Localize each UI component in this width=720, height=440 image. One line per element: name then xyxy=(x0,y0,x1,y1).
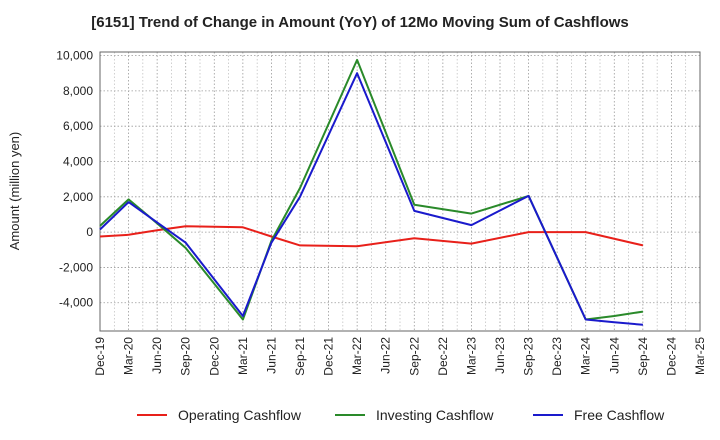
series-line-free-cashflow xyxy=(99,72,643,326)
x-tick-label: Sep-23 xyxy=(522,337,536,376)
chart-title: [6151] Trend of Change in Amount (YoY) o… xyxy=(91,14,629,31)
x-tick-label: Mar-22 xyxy=(350,337,364,375)
x-tick-label: Dec-20 xyxy=(207,337,221,376)
x-tick-label: Jun-22 xyxy=(379,337,393,374)
y-tick-label: 6,000 xyxy=(63,119,93,133)
x-tick-label: Jun-24 xyxy=(607,337,621,374)
y-tick-label: 0 xyxy=(86,225,93,239)
x-tick-label: Dec-22 xyxy=(436,337,450,376)
x-tick-label: Dec-24 xyxy=(664,337,678,376)
y-axis-label: Amount (million yen) xyxy=(7,132,22,251)
x-tick-label: Sep-24 xyxy=(636,337,650,376)
series-lines xyxy=(99,58,644,326)
grid-lines xyxy=(99,52,701,331)
x-tick-label: Dec-23 xyxy=(550,337,564,376)
y-tick-label: 2,000 xyxy=(63,190,93,204)
y-tick-label: 4,000 xyxy=(63,154,93,168)
x-tick-label: Jun-21 xyxy=(264,337,278,374)
x-tick-label: Mar-25 xyxy=(693,337,707,375)
x-tick-label: Mar-24 xyxy=(579,337,593,375)
y-tick-label: 8,000 xyxy=(63,84,93,98)
y-tick-label: -2,000 xyxy=(59,260,93,274)
x-tick-label: Mar-20 xyxy=(122,337,136,375)
legend-label: Investing Cashflow xyxy=(376,407,494,423)
legend-label: Free Cashflow xyxy=(574,407,665,423)
x-tick-label: Mar-23 xyxy=(464,337,478,375)
x-tick-label: Sep-22 xyxy=(407,337,421,376)
legend: Operating Cashflow Investing Cashflow Free… xyxy=(137,407,665,423)
x-tick-label: Mar-21 xyxy=(236,337,250,375)
x-tick-labels: Dec-19 Mar-20 Jun-20 Sep-20 Dec-20 Mar-21 Jun-… xyxy=(93,337,707,376)
x-tick-label: Sep-21 xyxy=(293,337,307,376)
x-tick-label: Dec-19 xyxy=(93,337,107,376)
x-tick-label: Jun-23 xyxy=(493,337,507,374)
plot-area-border xyxy=(99,51,701,332)
y-tick-label: -4,000 xyxy=(59,296,93,310)
x-tick-label: Jun-20 xyxy=(150,337,164,374)
x-tick-label: Sep-20 xyxy=(179,337,193,376)
y-tick-labels: 10,000 8,000 6,000 4,000 2,000 0 -2,000 -4,000 xyxy=(56,49,93,310)
legend-label: Operating Cashflow xyxy=(178,407,302,423)
x-tick-label: Dec-21 xyxy=(322,337,336,376)
y-tick-label: 10,000 xyxy=(56,49,93,63)
series-line-operating-cashflow xyxy=(99,225,644,248)
